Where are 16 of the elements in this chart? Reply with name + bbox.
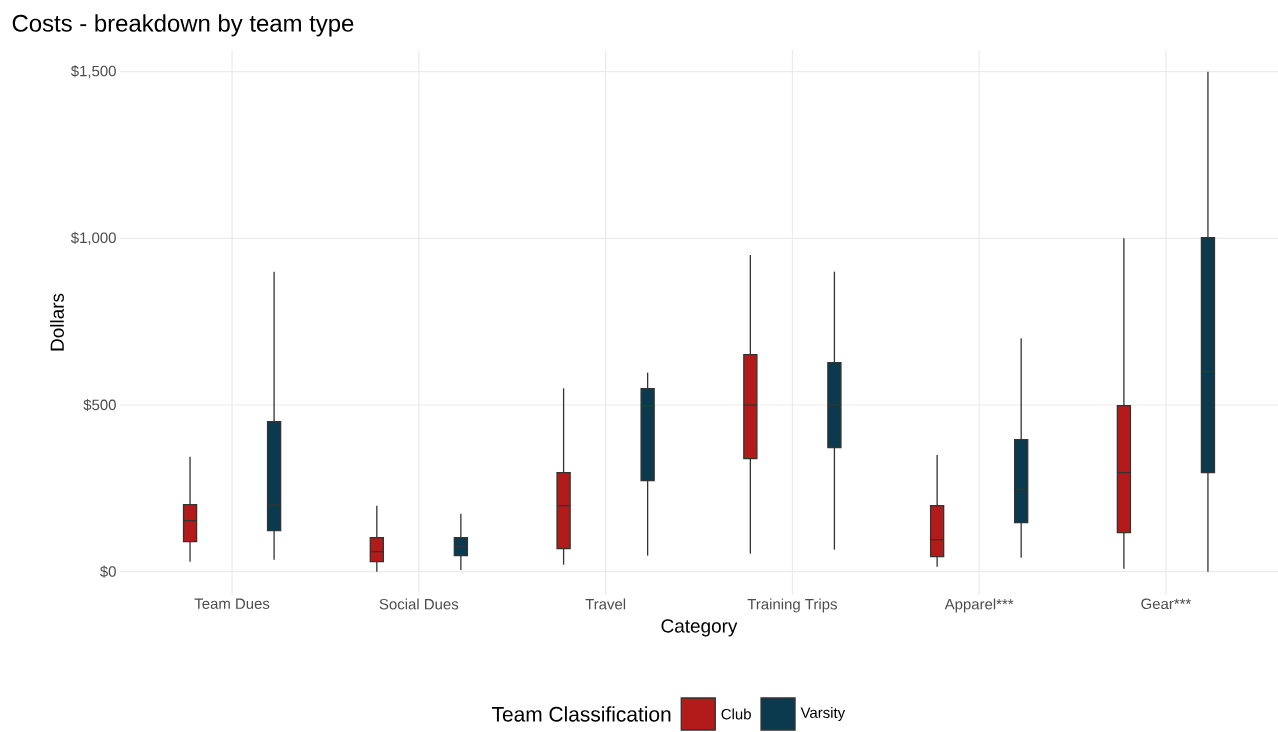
y-tick-label: $1,000 xyxy=(70,231,116,245)
y-tick-label: $1,500 xyxy=(70,65,116,79)
x-tick-label: Apparel*** xyxy=(944,598,1014,613)
legend-label: Club xyxy=(721,708,751,720)
chart-title: Costs - breakdown by team type xyxy=(12,14,354,37)
x-tick-label: Training Trips xyxy=(747,598,837,613)
x-tick-label: Gear*** xyxy=(1141,598,1192,610)
y-tick-label: $0 xyxy=(100,565,116,578)
legend-title: Team Classification xyxy=(491,706,671,722)
y-tick-label: $500 xyxy=(83,398,116,412)
legend-label: Varsity xyxy=(800,707,846,721)
x-axis-title: Category xyxy=(661,619,738,637)
x-tick-label: Travel xyxy=(585,598,626,610)
x-tick-label: Team Dues xyxy=(194,598,270,609)
y-axis-title: Dollars xyxy=(50,293,64,351)
x-tick-label: Social Dues xyxy=(379,598,459,610)
